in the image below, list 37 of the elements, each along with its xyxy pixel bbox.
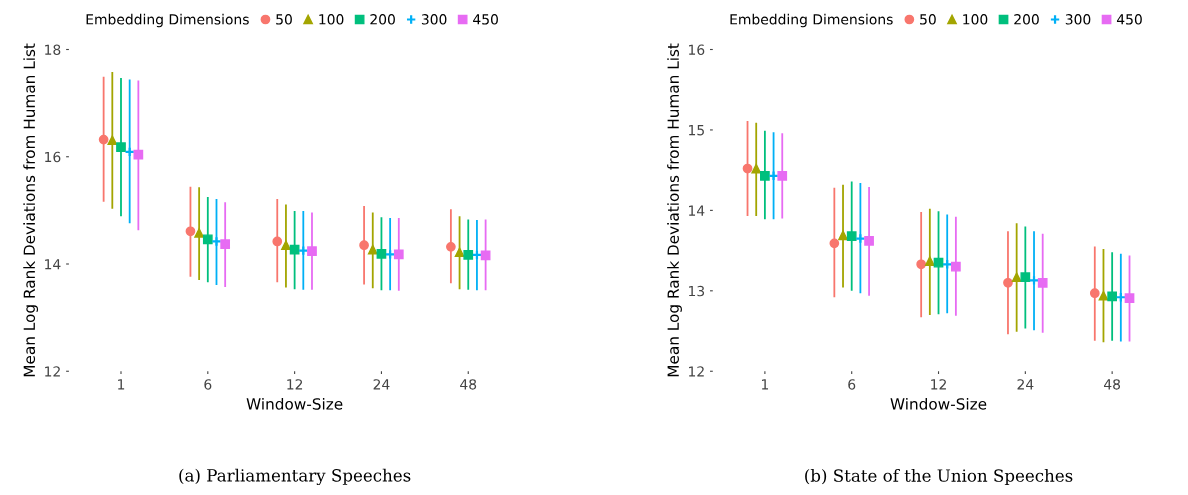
legend-label: 450: [1116, 14, 1142, 25]
legend-label: 300: [421, 14, 447, 25]
y-tick-label: 13: [689, 285, 705, 297]
x-tick-label: 48: [1103, 379, 1121, 390]
y-tick-label: 16: [689, 44, 705, 55]
y-axis-title: Mean Log Rank Deviations from Human List: [23, 43, 39, 377]
x-tick-label: 12: [931, 379, 946, 390]
legend-label: 50: [276, 14, 292, 25]
x-tick-label: 24: [373, 379, 390, 390]
legend-label: 200: [370, 14, 395, 25]
y-tick-label: 14: [45, 259, 61, 270]
y-tick-label: 18: [45, 44, 61, 55]
y-axis-title: Mean Log Rank Deviations from Human List: [667, 43, 682, 377]
x-tick-label: 24: [1017, 379, 1034, 390]
legend-label: 50: [920, 14, 936, 25]
x-tick-label: 12: [287, 379, 303, 390]
legend-label: 100: [963, 14, 988, 25]
text: (a) Parliamentary Speeches: [179, 468, 411, 486]
legend-label: 200: [1014, 14, 1039, 25]
x-axis-title: Window-Size: [246, 397, 343, 410]
x-tick-label: 48: [460, 379, 477, 390]
legend-label: 100: [319, 14, 344, 25]
y-tick-label: 12: [689, 366, 704, 377]
y-tick-label: 15: [689, 125, 704, 136]
text: (b) State of the Union Speeches: [805, 468, 1073, 486]
x-tick-label: 6: [204, 379, 212, 390]
x-tick-label: 1: [118, 379, 125, 390]
legend-title: Embedding Dimensions: [86, 13, 249, 28]
y-tick-label: 12: [45, 366, 60, 377]
legend-label: 450: [473, 14, 498, 25]
x-tick-label: 6: [848, 379, 856, 390]
x-tick-label: 1: [762, 379, 769, 390]
y-tick-label: 14: [689, 205, 705, 216]
x-axis-title: Window-Size: [890, 397, 987, 410]
legend-label: 300: [1065, 14, 1091, 25]
legend-title: Embedding Dimensions: [730, 13, 893, 28]
y-tick-label: 16: [45, 151, 61, 163]
